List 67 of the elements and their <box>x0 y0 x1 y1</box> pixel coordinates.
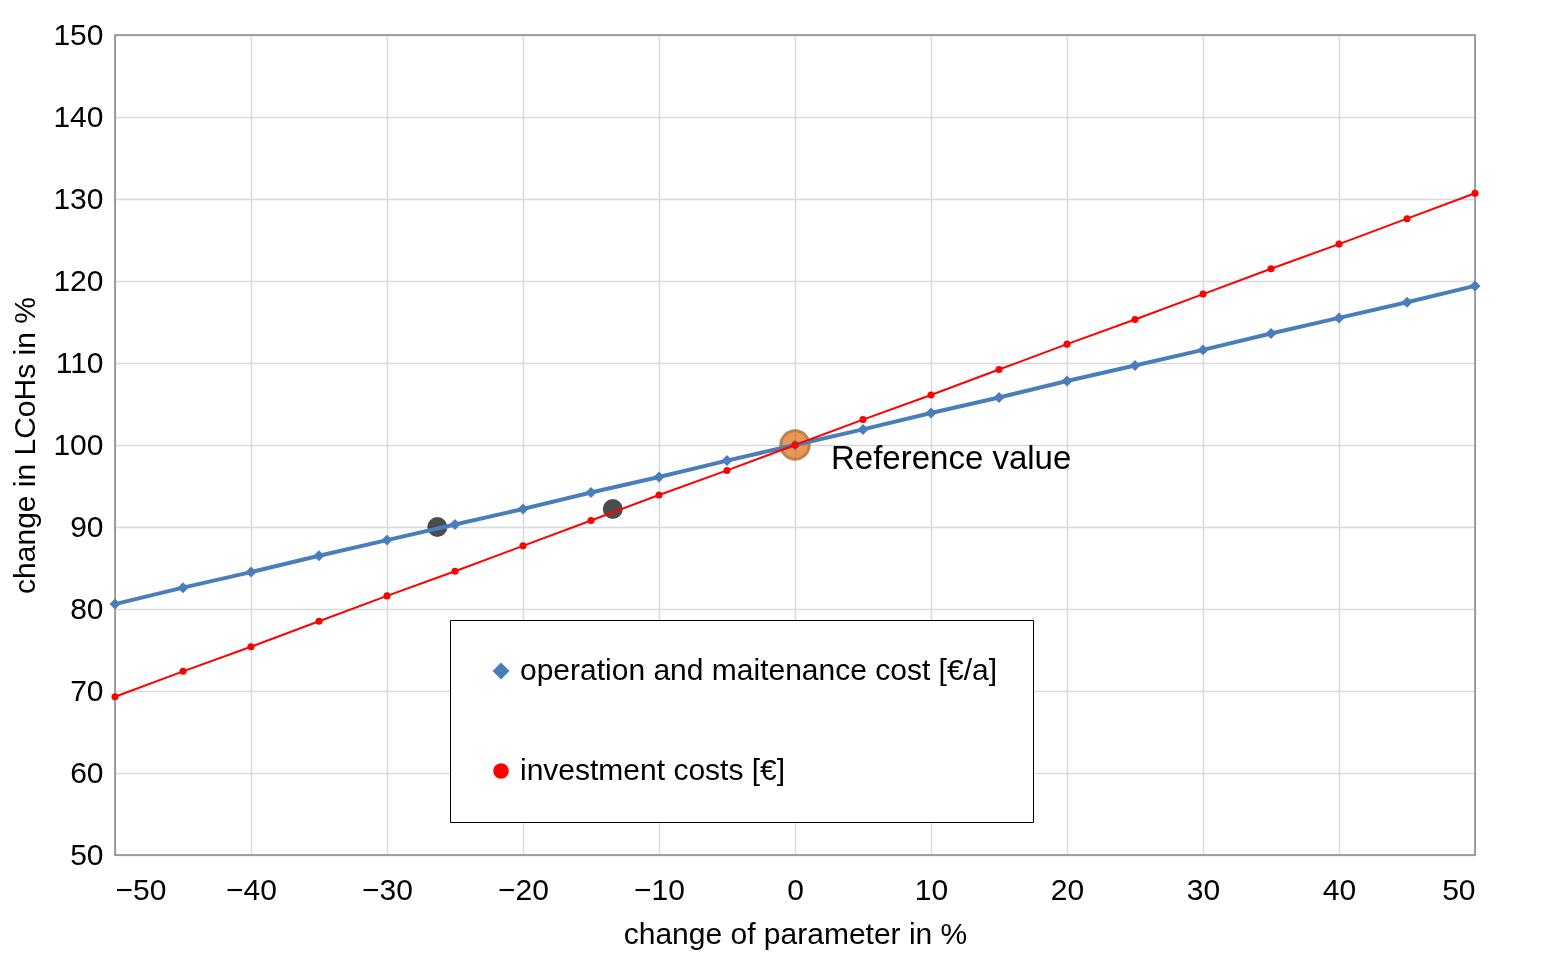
point <box>655 491 663 499</box>
point <box>1129 359 1141 371</box>
point <box>993 391 1005 403</box>
point <box>245 566 257 578</box>
legend-label: investment costs [€] <box>520 753 786 786</box>
point <box>1335 240 1343 248</box>
x-tick-label: 10 <box>914 872 949 906</box>
x-tick-label: −50 <box>115 872 167 906</box>
point <box>1265 328 1277 339</box>
point <box>519 542 527 550</box>
point <box>247 643 255 651</box>
point <box>585 487 597 499</box>
point <box>1469 280 1481 292</box>
point <box>381 534 393 546</box>
point <box>995 366 1003 374</box>
x-tick-label: 30 <box>1186 872 1221 906</box>
point <box>723 466 731 474</box>
point <box>111 693 119 701</box>
y-tick-label: 150 <box>53 17 104 51</box>
point <box>1333 312 1345 324</box>
point <box>1061 375 1073 387</box>
x-tick-label: 0 <box>787 872 804 906</box>
legend-label: operation and maitenance cost [€/a] <box>520 653 997 686</box>
point <box>517 503 529 515</box>
point <box>313 550 325 562</box>
y-tick-label: 80 <box>70 591 104 625</box>
point <box>927 391 935 399</box>
x-tick-label: −10 <box>634 872 685 906</box>
point <box>1197 344 1209 356</box>
y-tick-label: 130 <box>53 181 104 215</box>
y-axis-title: change in LCoHs in % <box>8 297 42 594</box>
point <box>451 567 459 575</box>
y-tick-label: 50 <box>70 837 104 871</box>
point <box>859 416 867 424</box>
point <box>587 516 595 524</box>
point <box>1471 189 1479 197</box>
point <box>925 407 937 419</box>
x-tick-label: −30 <box>362 872 413 906</box>
x-tick-label: 20 <box>1050 872 1085 906</box>
point <box>857 423 869 435</box>
y-tick-label: 60 <box>70 755 104 789</box>
point <box>179 667 187 675</box>
point <box>1401 296 1413 308</box>
point <box>383 592 391 600</box>
y-tick-label: 110 <box>55 345 104 379</box>
x-axis-title: change of parameter in % <box>623 916 968 950</box>
point <box>109 598 121 610</box>
point <box>1131 316 1139 324</box>
point <box>653 471 665 483</box>
point <box>1267 265 1275 273</box>
point <box>449 519 461 531</box>
y-tick-label: 140 <box>53 99 104 133</box>
x-tick-label: 40 <box>1322 872 1357 906</box>
point <box>1063 340 1071 348</box>
y-tick-label: 120 <box>53 263 104 297</box>
point <box>177 582 189 594</box>
point <box>1199 290 1207 298</box>
point <box>721 455 733 467</box>
x-tick-label: 50 <box>1442 872 1476 906</box>
x-tick-label: −20 <box>498 872 549 906</box>
point <box>315 617 323 625</box>
y-tick-label: 70 <box>70 673 104 707</box>
y-tick-label: 90 <box>70 509 104 543</box>
y-tick-label: 100 <box>53 427 104 461</box>
annotation: Reference value <box>831 439 1072 476</box>
x-tick-label: −40 <box>226 872 277 906</box>
point <box>1403 215 1411 223</box>
